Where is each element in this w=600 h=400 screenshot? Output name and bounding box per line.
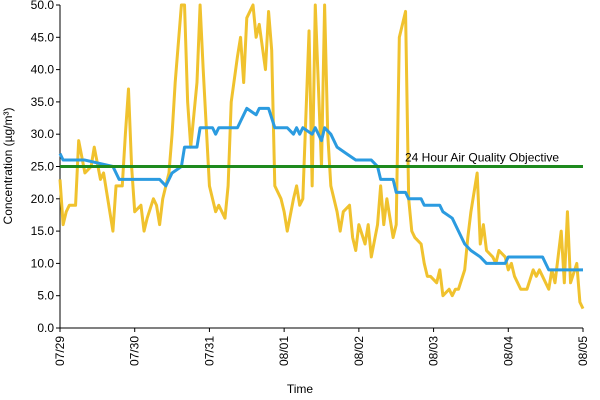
y-tick-label: 5.0 — [37, 289, 54, 303]
y-tick-label: 10.0 — [31, 256, 55, 270]
x-tick-label: 07/29 — [53, 336, 67, 366]
data-line — [58, 106, 583, 272]
y-tick-label: 45.0 — [31, 30, 55, 44]
x-axis-label: Time — [287, 382, 314, 396]
y-tick-label: 35.0 — [31, 95, 55, 109]
x-tick-label: 08/03 — [427, 336, 441, 366]
x-tick-label: 07/30 — [128, 336, 142, 366]
x-tick-label: 08/04 — [501, 336, 515, 366]
y-tick-label: 40.0 — [31, 63, 55, 77]
y-tick-label: 25.0 — [31, 160, 55, 174]
x-tick-label: 08/05 — [576, 336, 590, 366]
x-tick-label: 08/01 — [277, 336, 291, 366]
x-tick-label: 07/31 — [202, 336, 216, 366]
y-tick-label: 0.0 — [37, 321, 54, 335]
y-tick-label: 20.0 — [31, 192, 55, 206]
reference-label: 24 Hour Air Quality Objective — [405, 151, 559, 165]
y-tick-label: 30.0 — [31, 127, 55, 141]
data-line — [58, 3, 585, 310]
y-axis-label: Concentration (µg/m³) — [1, 108, 15, 225]
y-tick-label: 50.0 — [31, 0, 55, 12]
y-tick-label: 15.0 — [31, 224, 55, 238]
x-tick-label: 08/02 — [352, 336, 366, 366]
